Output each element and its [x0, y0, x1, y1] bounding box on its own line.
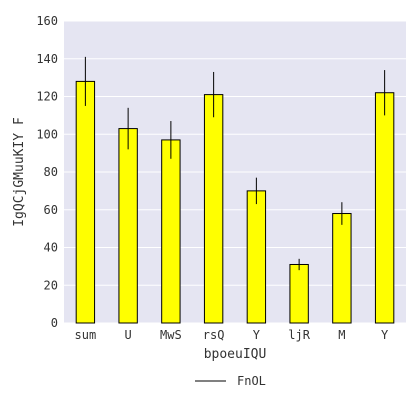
x-tick-label: Y — [253, 328, 261, 342]
y-tick-label: 0 — [51, 316, 58, 330]
bar — [289, 263, 309, 324]
legend: FnOL — [195, 374, 266, 388]
x-tick-label: rsQ — [203, 328, 225, 342]
y-tick-label: 160 — [36, 14, 58, 28]
x-tick-label: M — [338, 328, 345, 342]
bar — [374, 92, 395, 324]
bar — [246, 190, 267, 324]
x-axis-label: bpoeuIQU — [204, 347, 267, 362]
y-tick-labels: 0 20 40 60 80 100 120 140 160 — [36, 14, 58, 330]
x-tick-label: sum — [75, 328, 97, 342]
bar — [161, 139, 181, 324]
x-tick-label: Y — [381, 328, 389, 342]
y-tick-label: 60 — [44, 203, 58, 217]
y-tick-label: 120 — [36, 90, 58, 104]
bar — [203, 94, 224, 324]
legend-label: FnOL — [237, 374, 266, 388]
y-tick-label: 100 — [36, 127, 58, 141]
bar — [332, 213, 352, 324]
x-tick-label: MwS — [160, 328, 182, 342]
y-tick-label: 80 — [44, 165, 58, 179]
y-tick-label: 140 — [36, 52, 58, 66]
y-tick-label: 40 — [44, 241, 58, 255]
bars — [75, 80, 395, 324]
y-tick-label: 20 — [44, 278, 58, 292]
y-axis-label: IgQCjGMuuKIY F — [12, 117, 27, 227]
bar — [118, 128, 138, 324]
x-tick-label: ljR — [288, 328, 310, 342]
x-tick-label: U — [125, 328, 132, 342]
error-bars — [84, 56, 386, 271]
bar — [75, 80, 96, 324]
